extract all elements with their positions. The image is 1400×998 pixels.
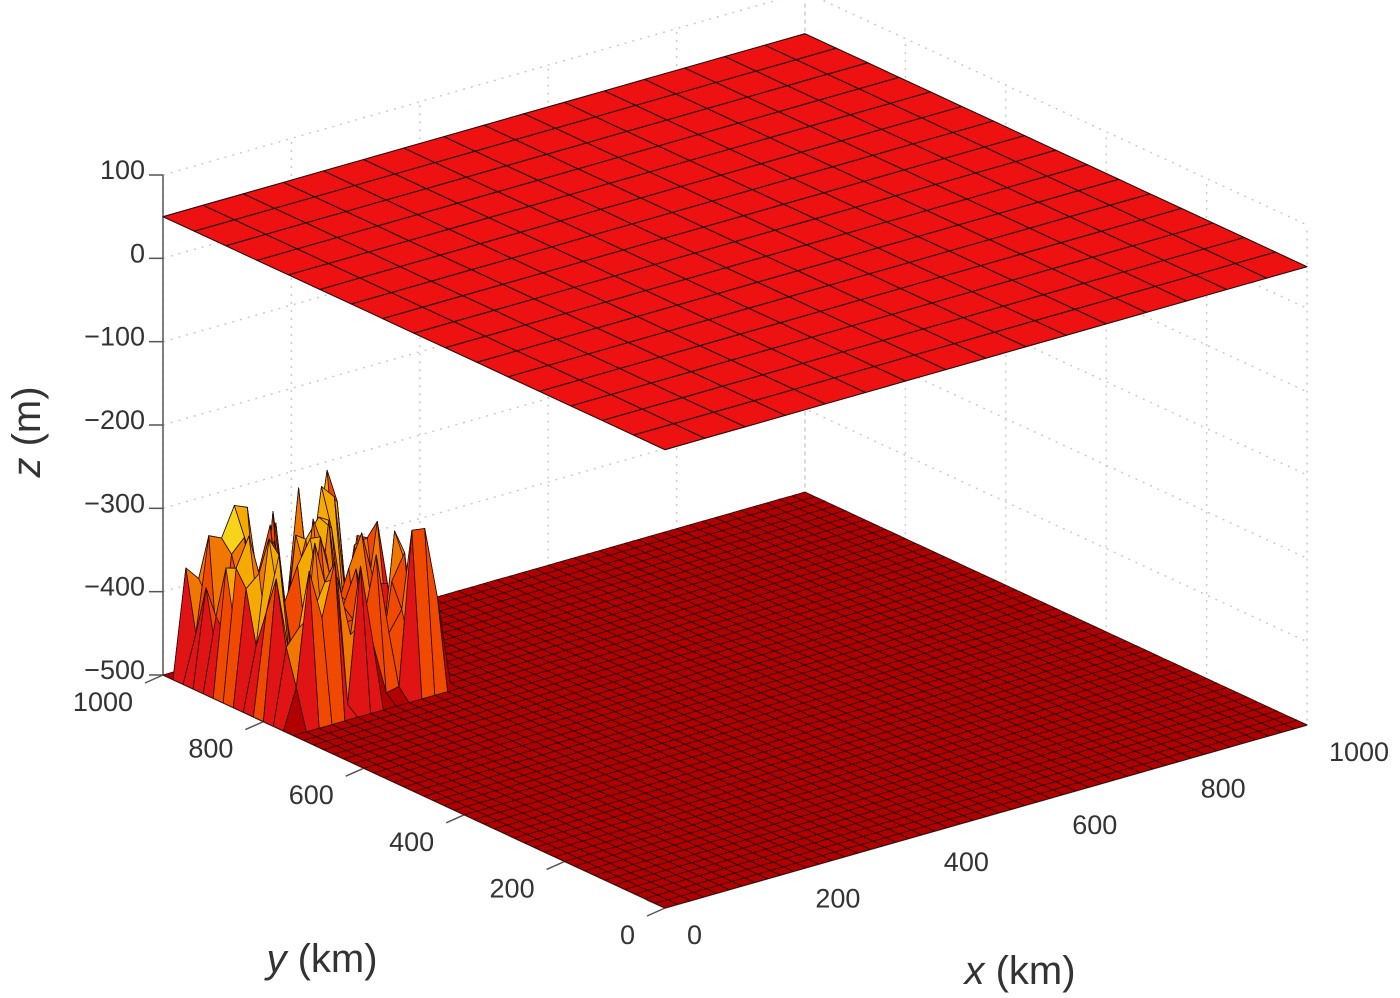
x-tick-label: 600 [1072,810,1117,840]
x-tick-label: 1000 [1329,737,1389,767]
y-gridline [664,225,1308,909]
x-tick-label: 0 [687,920,702,950]
z-axis-label: z (m) [5,386,49,478]
axes-layer: −500−400−300−200−10001000200400600800100… [73,155,1389,950]
z-tick-label: −300 [84,488,145,518]
y-tick [546,860,565,871]
labels-layer: z (m) y (km) x (km) [5,386,1076,993]
x-axis-label: x (km) [962,949,1075,993]
upper-surface [162,33,1308,451]
z-tick-label: −400 [84,572,145,602]
x-tick-label: 400 [944,847,989,877]
y-tick-label: 400 [389,827,434,857]
y-tick-label: 1000 [73,687,133,717]
y-tick [646,907,666,917]
y-tick [245,720,264,731]
z-tick-label: 0 [130,238,145,268]
y-tick [445,814,465,824]
y-gridline [564,178,1208,863]
y-tick-label: 0 [620,920,635,950]
z-tick-label: −200 [84,405,145,435]
z-tick-label: −100 [84,322,145,352]
y-tick-label: 200 [490,873,535,903]
z-tick-label: 100 [100,155,145,185]
y-tick-label: 600 [289,780,334,810]
upper-surface-cell [1234,251,1308,279]
y-axis-label: y (km) [263,937,377,981]
y-tick [144,674,164,684]
bed-surface [162,469,1308,909]
x-tick-label: 800 [1201,774,1246,804]
x-tick-label: 200 [815,883,860,913]
y-tick [345,767,365,777]
bed-surface-cell [1283,719,1308,730]
y-tick-label: 800 [188,734,233,764]
z-tick-label: −500 [84,655,145,685]
